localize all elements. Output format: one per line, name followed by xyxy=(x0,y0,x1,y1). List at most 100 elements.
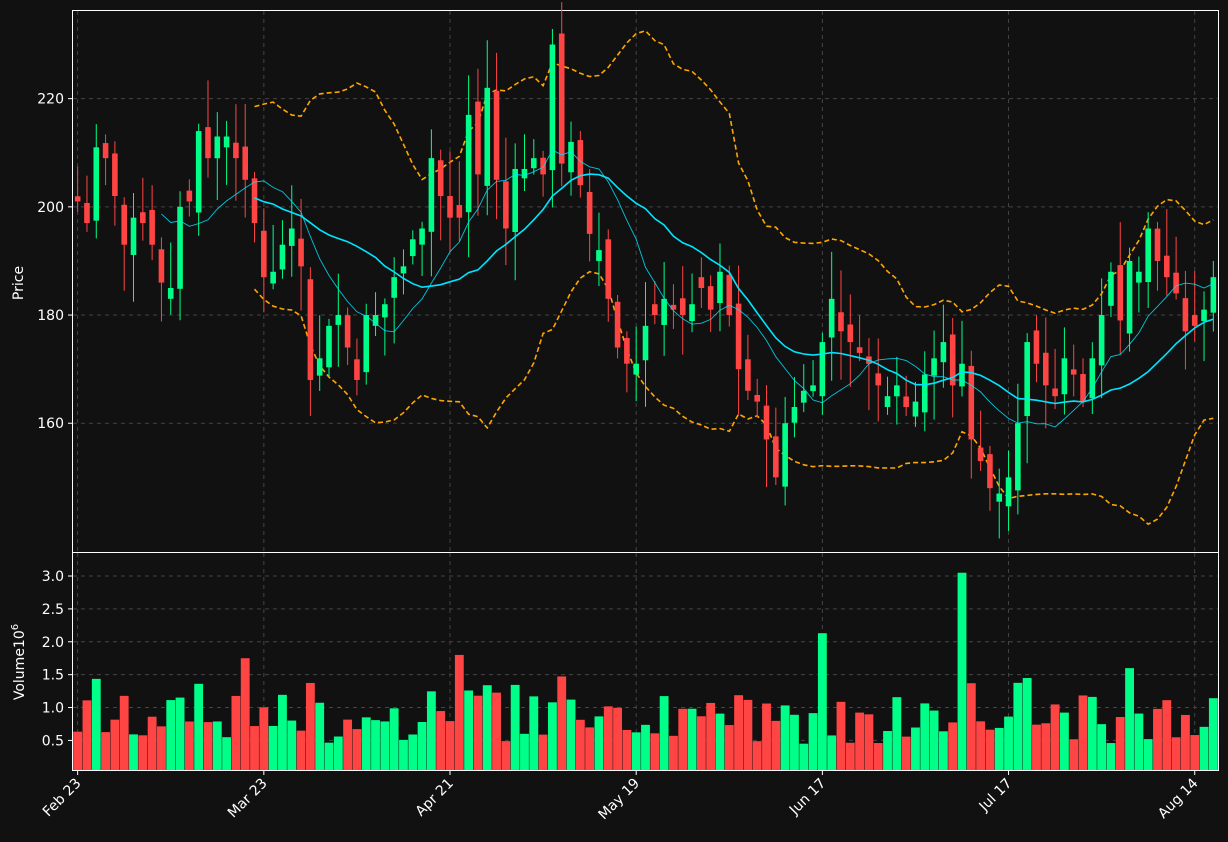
candle-body xyxy=(549,44,556,171)
candle-body xyxy=(465,114,472,213)
bollinger-lower-line xyxy=(253,270,1214,526)
candle-body xyxy=(130,217,137,255)
candle-body xyxy=(335,315,342,325)
volume-bar xyxy=(622,729,632,770)
candle-body xyxy=(1210,277,1217,313)
candle-body xyxy=(903,396,909,408)
volume-bar xyxy=(808,713,818,770)
volume-bar xyxy=(771,720,781,770)
volume-bar xyxy=(82,700,92,770)
volume-bar xyxy=(315,702,325,770)
volume-bar xyxy=(1208,698,1218,770)
volume-bar xyxy=(1171,737,1181,770)
volume-bar xyxy=(911,727,920,770)
volume-bar xyxy=(73,731,83,770)
candle-body xyxy=(652,304,658,316)
candle-body xyxy=(233,142,239,159)
candle-body xyxy=(456,205,463,218)
bollinger-upper-line xyxy=(254,29,1214,315)
volume-bar xyxy=(454,654,464,770)
volume-bar xyxy=(445,721,455,770)
candle-body xyxy=(698,277,705,288)
candle-body xyxy=(791,407,798,423)
volume-bar xyxy=(696,716,706,770)
volume-bar xyxy=(547,702,557,770)
volume-bar xyxy=(175,697,185,770)
volume-bar xyxy=(976,721,986,770)
volume-bar xyxy=(333,736,343,770)
volume-tick-label: 2.5 xyxy=(42,602,64,618)
volume-bar xyxy=(1032,724,1041,770)
volume-bar xyxy=(119,695,129,770)
volume-bar xyxy=(585,727,595,770)
volume-bar xyxy=(715,713,725,770)
volume-bar xyxy=(361,717,371,770)
volume-bar xyxy=(1069,739,1079,770)
candle-body xyxy=(316,358,323,376)
volume-bar xyxy=(743,699,753,770)
x-tick-label: Apr 21 xyxy=(413,776,457,820)
volume-tick-label: 1.0 xyxy=(42,701,64,717)
volume-bar xyxy=(296,730,306,770)
candle-body xyxy=(242,146,249,180)
candle-body xyxy=(800,390,807,403)
candle-body xyxy=(558,33,565,164)
candle-body xyxy=(186,190,193,202)
candle-body xyxy=(670,304,677,310)
volume-bar xyxy=(501,741,511,770)
volume-bar xyxy=(473,695,483,770)
candle-body xyxy=(354,359,360,380)
candle-body xyxy=(754,394,760,402)
moving-average-slow-line xyxy=(254,173,1214,405)
volume-bar xyxy=(1041,723,1051,770)
candle-body xyxy=(577,140,584,186)
candle-body xyxy=(540,157,546,175)
volume-bar xyxy=(1125,668,1134,770)
candle-body xyxy=(940,342,947,363)
candle-body xyxy=(279,244,286,270)
candle-body xyxy=(1005,477,1012,507)
volume-exponent-base: 10 xyxy=(12,630,28,648)
candle-body xyxy=(74,196,81,202)
volume-axis-label: Volume106 xyxy=(10,624,28,700)
volume-bar xyxy=(426,691,436,770)
candle-body xyxy=(531,158,537,169)
volume-bar xyxy=(203,722,213,770)
volume-bar xyxy=(510,684,520,770)
volume-bar xyxy=(892,697,902,770)
volume-bar xyxy=(1199,726,1209,770)
volume-bar xyxy=(855,712,865,770)
volume-bar xyxy=(157,726,166,770)
volume-bar xyxy=(287,720,297,770)
volume-bar xyxy=(603,706,613,770)
volume-bar xyxy=(222,737,232,770)
volume-bar xyxy=(399,739,408,770)
volume-bar xyxy=(1180,714,1190,770)
volume-bar xyxy=(659,696,669,770)
candle-body xyxy=(428,158,435,232)
volume-bar xyxy=(492,692,501,770)
volume-bar xyxy=(129,734,138,770)
candle-body xyxy=(112,153,118,197)
volume-bar xyxy=(101,732,111,770)
candle-body xyxy=(1024,342,1030,417)
candle-body xyxy=(819,342,826,397)
candle-body xyxy=(931,358,937,376)
candle-body xyxy=(167,287,174,299)
volume-bar xyxy=(408,734,418,770)
volume-bars xyxy=(73,572,1218,770)
candle-body xyxy=(1052,388,1058,397)
candle-body xyxy=(717,271,723,304)
candle-body xyxy=(605,239,612,299)
candle-body xyxy=(1173,272,1179,294)
candle-body xyxy=(1015,423,1021,491)
volume-bar xyxy=(669,735,678,770)
volume-bar xyxy=(1115,717,1125,770)
volume-bar xyxy=(687,708,697,770)
volume-bar xyxy=(250,726,259,770)
candle-body xyxy=(856,347,863,353)
candle-body xyxy=(1126,260,1133,334)
volume-bar xyxy=(985,729,995,770)
candle-body xyxy=(661,298,667,325)
candle-body xyxy=(1042,352,1049,386)
